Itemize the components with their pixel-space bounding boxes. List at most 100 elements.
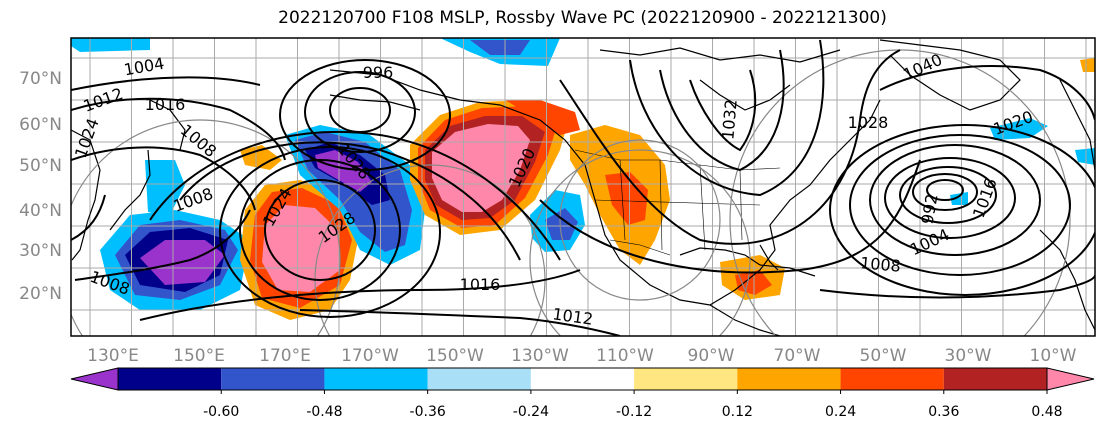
longitude-label: 130°W [511,346,569,366]
isobar-na-high-1 [689,69,757,152]
isobar-wpac-1024 [71,194,106,241]
latitude-label: 30°N [19,241,62,261]
longitude-label: 130°E [87,346,139,366]
latitude-label: 40°N [19,201,62,221]
colorbar-extend-high [1046,367,1095,391]
isobar-pacific-high-1 [264,179,376,281]
colorbar-tick-label: 0.36 [928,404,959,420]
isobar-atl-1016 [819,274,1095,299]
colorbar-tick-label: -0.12 [616,404,652,420]
mslp-contours [71,39,1095,336]
latitude-label: 20°N [19,284,62,304]
colorbar [70,367,1095,391]
shade-cyan-top [71,38,150,52]
isobar-aleutian-3 [279,59,451,171]
longitude-label: 110°W [596,346,654,366]
colorbar-segment [118,368,222,390]
border-states-5 [594,199,761,206]
longitude-label: 50°W [860,346,907,366]
isobar-atl-low-4 [884,157,1016,239]
coast-japan [109,149,151,231]
border-states-3 [699,164,706,251]
isobar-pacific-5 [149,130,561,261]
isobar-atl-low-2 [912,173,978,211]
gray-arc-5 [559,139,721,301]
shade-rockies-orange-top [505,100,580,135]
isobar-atl-high [879,65,1095,121]
colorbar-tick-label: -0.24 [513,404,549,420]
shade-natl-cyan2 [1075,148,1095,165]
colorbar-segment [427,368,531,390]
colorbar-tick-label: 0.48 [1031,404,1062,420]
isobar-wpac-3 [71,146,256,211]
latitude-labels: 70°N 60°N 50°N 40°N 30°N 20°N [19,69,62,304]
shade-cpac-pink [262,205,340,292]
colorbar-tick-label: -0.36 [410,404,446,420]
isobar-wpac-1 [71,76,261,91]
isobar-atl-low-1 [926,179,964,201]
coast-na-west [539,119,711,306]
graticule [71,38,1095,336]
contour-label: 1016 [145,95,186,114]
coast-hudson [699,79,791,111]
coast-cuba [759,264,816,277]
shade-natl-cyan [990,118,1048,140]
shade-atl-cyan-small [950,192,968,205]
colorbar-tick-label: 0.24 [825,404,856,420]
longitude-label: 70°W [774,346,821,366]
longitude-label: 30°W [945,346,992,366]
coast-kamchatka [149,99,186,151]
coast-aleutians [329,94,421,111]
isobar-aleutian-2 [304,71,416,153]
coast-central-am [709,304,781,336]
longitude-label: 170°W [341,346,399,366]
longitude-label: 170°E [259,346,311,366]
map-content [71,38,1095,336]
colorbar-tick-label: -0.48 [306,404,342,420]
colorbar-segment [634,368,738,390]
isobar-atl-low-6 [849,134,1071,276]
colorbar-extend-low [70,367,119,391]
longitude-label: 10°W [1030,346,1077,366]
border-states-4 [739,169,743,241]
isobar-wpac-1008 [74,209,251,281]
colorbar-segment [324,368,428,390]
shade-blue-top2 [470,40,530,55]
coast-canada-arctic [599,47,841,63]
contour-label: 1016 [460,275,501,294]
colorbar-segment [737,368,841,390]
shade-cyan-west [145,160,185,215]
coast-na-east [709,99,881,306]
isobar-pacific-high-2 [239,159,401,301]
colorbar-segment [221,368,325,390]
latitude-label: 50°N [19,156,62,176]
colorbar-tick-labels: -0.60 -0.48 -0.36 -0.24 -0.12 0.12 0.24 0.36 0.4… [203,390,1063,420]
border-states-1 [619,159,626,241]
border-us-mexico [609,239,671,256]
isobar-1012 [299,309,621,336]
colorbar-segment [840,368,944,390]
contour-label: 1028 [848,113,889,132]
colorbar-segment [530,368,635,390]
contour-label: 1032 [718,98,740,140]
isobar-wpac-2 [71,97,286,161]
shade-orange-small [240,145,282,170]
coast-alaska [329,69,541,121]
coast-florida [759,244,779,271]
colorbar-segment [943,368,1047,390]
isobar-na-high-3 [629,39,825,197]
colorbar-tick-label: 0.12 [722,404,753,420]
isobar-pacific-high-3 [219,146,441,318]
shade-wc-blue [545,208,578,240]
shade-natl-orange [1080,58,1095,72]
isobar-atl-low-3 [899,166,997,224]
isobar-aleutian-1 [329,87,391,133]
map-border [70,37,1096,337]
contour-label: 1008 [859,253,901,275]
latitude-label: 60°N [19,115,62,135]
isobar-na-high-2 [659,49,785,172]
longitude-label: 150°W [426,346,484,366]
latitude-label: 70°N [19,69,62,89]
